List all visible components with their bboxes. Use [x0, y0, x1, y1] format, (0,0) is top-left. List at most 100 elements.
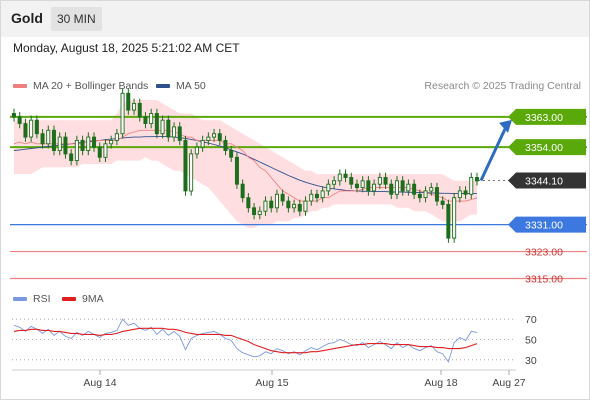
candle — [463, 186, 468, 200]
candle-body — [46, 129, 51, 145]
time-tick-label: Aug 27 — [492, 377, 525, 389]
candle-body — [86, 136, 91, 152]
candle-body — [217, 133, 222, 141]
level-label: 3331.00 — [525, 220, 563, 232]
candle — [206, 132, 211, 146]
candle — [297, 199, 302, 216]
candle — [269, 196, 274, 213]
candle-body — [320, 190, 325, 199]
legend-ma50: MA 50 — [156, 80, 206, 92]
candle — [86, 132, 91, 156]
candle — [452, 192, 457, 243]
candle-body — [109, 139, 114, 145]
candle — [457, 186, 462, 203]
candle-body — [354, 183, 359, 189]
candle-body — [212, 133, 217, 138]
level-label: 3315.00 — [525, 274, 563, 286]
candle-body — [383, 177, 388, 185]
candle-body — [337, 173, 342, 182]
candle-body — [400, 180, 405, 192]
legend-rsi: RSI — [13, 293, 51, 305]
candle-body — [332, 180, 337, 185]
candle — [229, 145, 234, 162]
candle — [17, 112, 22, 129]
candle — [240, 179, 245, 203]
ma20-legend-label: MA 20 + Bollinger Bands — [33, 80, 149, 92]
candle-body — [11, 113, 16, 118]
candle — [217, 128, 222, 146]
candle-body — [263, 200, 268, 212]
level-tag-bg — [508, 108, 586, 125]
candle-body — [17, 116, 22, 124]
candle-body — [434, 187, 439, 202]
candle — [343, 169, 348, 183]
candle — [189, 149, 194, 196]
candle — [183, 135, 188, 196]
time-tick-label: Aug 14 — [83, 377, 116, 389]
candle-body — [309, 193, 314, 202]
candle — [263, 196, 268, 216]
candle-body — [286, 200, 291, 209]
candle-body — [69, 153, 74, 162]
candle — [337, 169, 342, 186]
candle-body — [172, 126, 177, 138]
candle — [360, 176, 365, 193]
candle-body — [326, 183, 331, 192]
candle — [29, 115, 34, 142]
candle-body — [160, 119, 165, 135]
rsi-swatch — [13, 297, 27, 301]
candle — [286, 196, 291, 213]
candle — [114, 128, 119, 146]
timestamp: Monday, August 18, 2025 5:21:02 AM CET — [13, 41, 240, 55]
candle-body — [206, 136, 211, 141]
level-tag: 3344.10 — [508, 172, 586, 189]
candle-body — [114, 133, 119, 141]
candle — [11, 108, 16, 122]
candle — [143, 112, 148, 129]
level-label: 3344.10 — [525, 176, 563, 188]
candle — [69, 149, 74, 166]
candle — [40, 128, 45, 149]
candle-body — [51, 129, 56, 151]
candle — [132, 98, 137, 115]
candle-body — [303, 200, 308, 212]
candle — [274, 189, 279, 213]
level-tag: 3331.00 — [508, 216, 586, 233]
candle-body — [143, 116, 148, 124]
candle — [423, 186, 428, 203]
candle-body — [132, 102, 137, 111]
candle-body — [257, 210, 262, 216]
rsi-legend-label: RSI — [33, 293, 51, 305]
candle-body — [349, 177, 354, 185]
candle-body — [194, 146, 199, 155]
candle-body — [412, 183, 417, 195]
candle — [252, 203, 257, 220]
bollinger-band-area — [14, 100, 477, 228]
candle-body — [80, 139, 85, 151]
candle — [92, 132, 97, 152]
candle-body — [229, 150, 234, 158]
candle-body — [234, 156, 239, 185]
level-tag: 3315.00 — [525, 274, 563, 286]
interval-badge[interactable]: 30 MIN — [51, 7, 102, 31]
candle-body — [457, 190, 462, 199]
level-tag: 3354.00 — [508, 139, 586, 156]
level-label: 3363.00 — [525, 112, 563, 124]
candle-body — [343, 173, 348, 178]
price-pane: 3363.00 3354.00 3344.10 3331.00 3323.00 3315.… — [10, 88, 587, 286]
legend-ma20: MA 20 + Bollinger Bands — [13, 80, 148, 92]
candle — [34, 115, 39, 139]
candle — [109, 135, 114, 149]
candle — [326, 179, 331, 196]
rsi-tick-label: 50 — [525, 335, 537, 347]
candle — [474, 172, 479, 186]
candle-body — [57, 136, 62, 152]
candle-body — [183, 139, 188, 192]
candle-body — [149, 113, 154, 125]
candle-body — [252, 207, 257, 215]
candle — [63, 132, 68, 159]
candle — [354, 179, 359, 193]
candle — [406, 179, 411, 196]
candle-body — [394, 180, 399, 195]
